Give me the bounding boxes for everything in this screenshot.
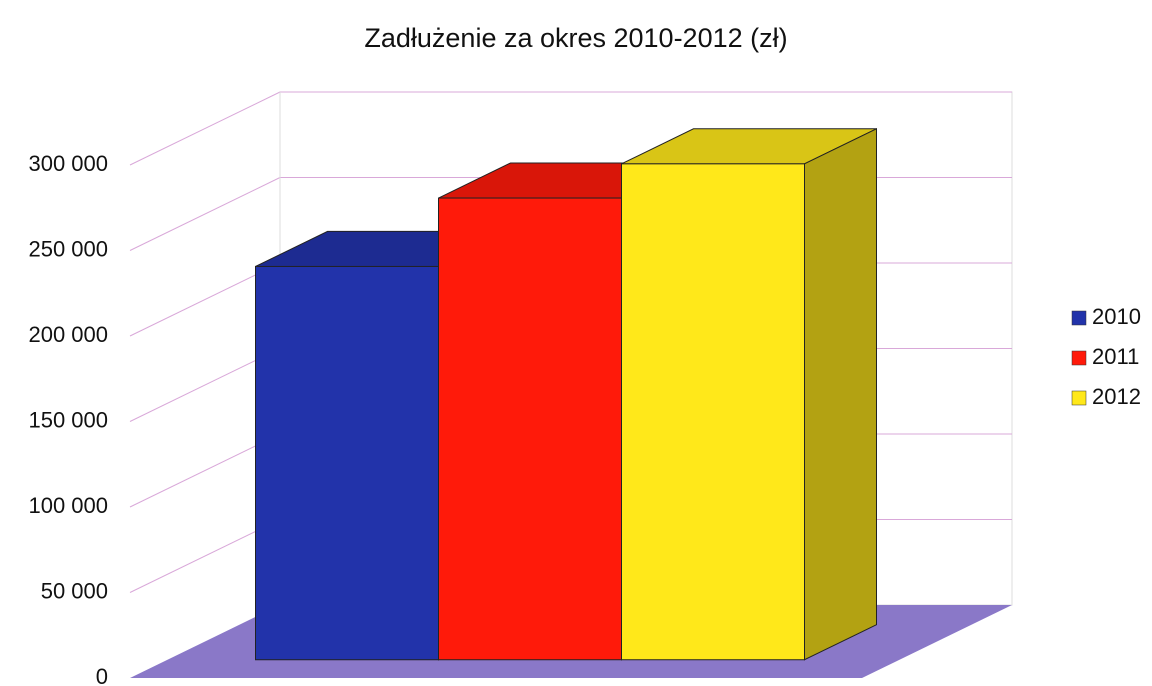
legend-label: 2011: [1092, 344, 1139, 369]
bar: [255, 265, 439, 661]
bar: [621, 163, 805, 661]
bar: [438, 197, 622, 661]
chart-title: Zadłużenie za okres 2010-2012 (zł): [364, 23, 787, 53]
bar-side: [804, 128, 877, 661]
y-tick-label: 300 000: [28, 151, 108, 176]
y-tick-label: 200 000: [28, 322, 108, 347]
y-tick-label: 150 000: [28, 407, 108, 432]
grid-line: [129, 177, 281, 251]
legend-label: 2012: [1092, 384, 1141, 409]
y-tick-label: 0: [96, 664, 108, 686]
legend-label: 2010: [1092, 304, 1141, 329]
legend-swatch: [1071, 310, 1087, 326]
y-tick-label: 100 000: [28, 493, 108, 518]
grid-line: [129, 91, 281, 166]
legend-swatch: [1071, 390, 1087, 406]
y-tick-label: 250 000: [28, 236, 108, 261]
legend-swatch: [1071, 350, 1087, 366]
y-tick-label: 50 000: [41, 578, 108, 603]
